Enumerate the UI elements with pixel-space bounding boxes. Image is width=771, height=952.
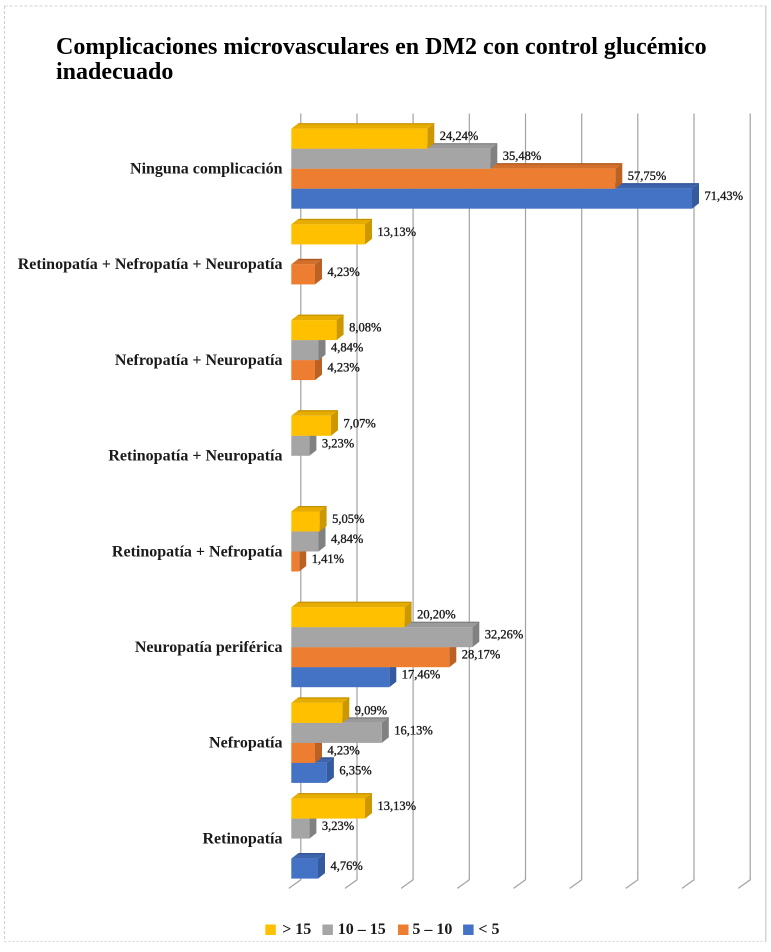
svg-text:6,35%: 6,35% xyxy=(339,763,371,777)
svg-text:13,13%: 13,13% xyxy=(378,799,417,813)
svg-text:57,75%: 57,75% xyxy=(628,169,667,183)
svg-text:1,41%: 1,41% xyxy=(312,552,344,566)
svg-text:Retinopatía + Neuropatía: Retinopatía + Neuropatía xyxy=(108,448,282,465)
svg-text:7,07%: 7,07% xyxy=(344,416,376,430)
svg-text:Retinopatía + Nefropatía + Neu: Retinopatía + Nefropatía + Neuropatía xyxy=(18,256,283,273)
svg-text:4,76%: 4,76% xyxy=(331,859,363,873)
svg-text:4,84%: 4,84% xyxy=(331,532,363,546)
svg-text:8,08%: 8,08% xyxy=(349,321,381,335)
svg-text:3,23%: 3,23% xyxy=(322,436,354,450)
svg-text:inadecuado: inadecuado xyxy=(56,59,173,85)
svg-text:4,23%: 4,23% xyxy=(328,265,360,279)
svg-text:Complicaciones microvasculares: Complicaciones microvasculares en DM2 co… xyxy=(56,34,707,60)
svg-text:5,05%: 5,05% xyxy=(332,512,364,526)
svg-text:Retinopatía: Retinopatía xyxy=(203,830,283,847)
svg-text:4,23%: 4,23% xyxy=(328,743,360,757)
svg-text:Ninguna complicación: Ninguna complicación xyxy=(130,161,283,178)
svg-text:32,26%: 32,26% xyxy=(485,628,524,642)
svg-text:Nefropatía: Nefropatía xyxy=(209,735,282,752)
svg-text:Neuropatía periférica: Neuropatía periférica xyxy=(135,639,283,656)
svg-text:9,09%: 9,09% xyxy=(355,703,387,717)
svg-text:16,13%: 16,13% xyxy=(394,723,433,737)
svg-text:4,23%: 4,23% xyxy=(328,361,360,375)
svg-text:13,13%: 13,13% xyxy=(378,225,417,239)
svg-text:> 15: > 15 xyxy=(282,921,311,938)
svg-text:20,20%: 20,20% xyxy=(417,608,456,622)
svg-text:24,24%: 24,24% xyxy=(440,129,479,143)
svg-text:< 5: < 5 xyxy=(478,921,499,938)
svg-text:4,84%: 4,84% xyxy=(331,341,363,355)
svg-text:35,48%: 35,48% xyxy=(503,149,542,163)
svg-text:5 – 10: 5 – 10 xyxy=(412,921,452,938)
svg-text:71,43%: 71,43% xyxy=(705,189,744,203)
svg-text:Retinopatía + Nefropatía: Retinopatía + Nefropatía xyxy=(112,543,283,560)
svg-text:Nefropatía + Neuropatía: Nefropatía + Neuropatía xyxy=(115,352,283,369)
svg-text:10 – 15: 10 – 15 xyxy=(338,921,386,938)
svg-text:17,46%: 17,46% xyxy=(402,668,441,682)
svg-text:28,17%: 28,17% xyxy=(462,648,501,662)
svg-text:3,23%: 3,23% xyxy=(322,819,354,833)
